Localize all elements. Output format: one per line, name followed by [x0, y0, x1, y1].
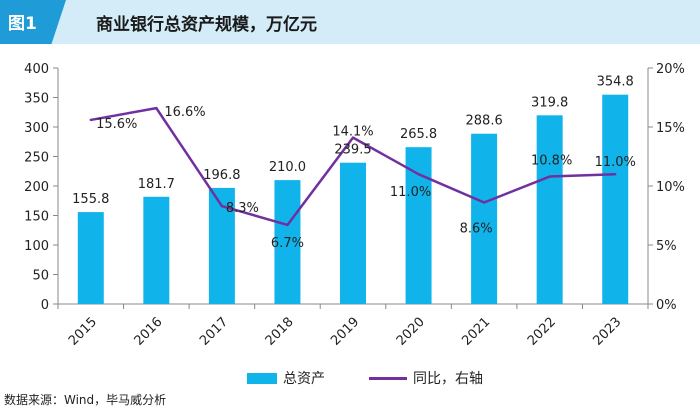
growth-value-label: 6.7% — [271, 236, 304, 251]
line-series — [89, 106, 617, 227]
x-tick-label: 2016 — [132, 315, 166, 349]
growth-point-2018 — [286, 223, 289, 227]
right-tick-label: 5% — [656, 239, 677, 254]
left-tick-label: 400 — [24, 62, 49, 77]
growth-point-2017 — [220, 204, 224, 208]
growth-point-2015 — [89, 118, 92, 122]
right-tick-label: 10% — [656, 180, 685, 195]
right-tick-label: 0% — [656, 298, 677, 313]
left-tick-label: 300 — [24, 121, 49, 136]
bar-series — [77, 94, 629, 305]
figure-header: 图1 商业银行总资产规模，万亿元 — [0, 0, 700, 44]
left-tick-label: 0 — [41, 298, 49, 313]
growth-value-label: 15.6% — [96, 117, 137, 132]
growth-value-label: 8.3% — [226, 201, 259, 216]
left-tick-label: 50 — [32, 269, 49, 284]
legend-item-bar: 总资产 — [247, 368, 325, 388]
bar-value-label: 196.8 — [203, 168, 240, 183]
growth-point-2023 — [614, 173, 617, 176]
legend-line-swatch — [369, 376, 407, 380]
growth-value-label: 11.0% — [390, 185, 431, 200]
bar-2022 — [536, 115, 563, 305]
bar-value-label: 319.8 — [531, 95, 568, 110]
left-tick-label: 250 — [24, 151, 49, 166]
left-tick-label: 100 — [24, 239, 49, 254]
growth-value-label: 14.1% — [332, 125, 373, 140]
bar-2020 — [405, 147, 432, 304]
x-tick-label: 2015 — [66, 315, 100, 349]
bar-value-label: 181.7 — [138, 177, 175, 192]
growth-point-2020 — [417, 173, 420, 176]
legend-bar-swatch — [247, 372, 277, 384]
left-tick-label: 200 — [24, 180, 49, 195]
growth-value-label: 10.8% — [531, 154, 572, 169]
growth-point-2022 — [548, 175, 551, 178]
bar-value-label: 210.0 — [269, 160, 306, 175]
figure-label: 图1 — [8, 14, 37, 34]
x-tick-label: 2021 — [459, 315, 493, 349]
bar-value-label: 155.8 — [72, 192, 109, 207]
legend-item-line: 同比，右轴 — [369, 368, 483, 388]
x-tick-label: 2020 — [394, 315, 428, 349]
x-tick-label: 2017 — [197, 315, 231, 349]
header-background — [0, 0, 700, 44]
growth-point-2019 — [351, 136, 355, 139]
legend-line-label: 同比，右轴 — [413, 371, 483, 387]
growth-value-label: 16.6% — [164, 105, 205, 120]
bar-value-label: 354.8 — [597, 75, 634, 90]
bar-2016 — [143, 196, 170, 304]
bar-2021 — [471, 133, 498, 304]
source-note: 数据来源：Wind，毕马威分析 — [4, 393, 167, 407]
growth-point-2016 — [155, 106, 158, 110]
right-tick-label: 15% — [656, 121, 685, 136]
x-tick-label: 2018 — [263, 315, 297, 349]
chart-title: 商业银行总资产规模，万亿元 — [96, 15, 317, 35]
growth-value-label: 8.6% — [460, 222, 493, 237]
bar-value-label: 239.5 — [334, 143, 371, 158]
bar-value-label: 288.6 — [466, 114, 503, 129]
bar-2019 — [340, 162, 366, 304]
bar-2015 — [77, 212, 104, 304]
legend-bar-label: 总资产 — [283, 371, 325, 387]
left-tick-label: 350 — [24, 92, 49, 107]
bar-value-label: 265.8 — [400, 127, 437, 142]
bar-2023 — [602, 94, 629, 304]
x-tick-label: 2023 — [590, 315, 624, 349]
data-labels: 155.8 181.7 196.8 210.0 239.5 265.8 288.6 319.8… — [72, 75, 636, 251]
legend: 总资产 同比，右轴 — [0, 368, 700, 392]
bar-2018 — [274, 180, 301, 304]
x-tick-label: 2022 — [525, 315, 559, 349]
x-tick-label: 2019 — [328, 315, 362, 349]
left-tick-label: 150 — [24, 210, 49, 225]
combo-chart: 0 50 100 150 200 250 300 350 400 0% 5% 10% 15% 20% 201… — [24, 62, 685, 349]
right-tick-label: 20% — [656, 62, 685, 77]
growth-value-label: 11.0% — [595, 155, 636, 170]
growth-point-2021 — [482, 201, 486, 204]
